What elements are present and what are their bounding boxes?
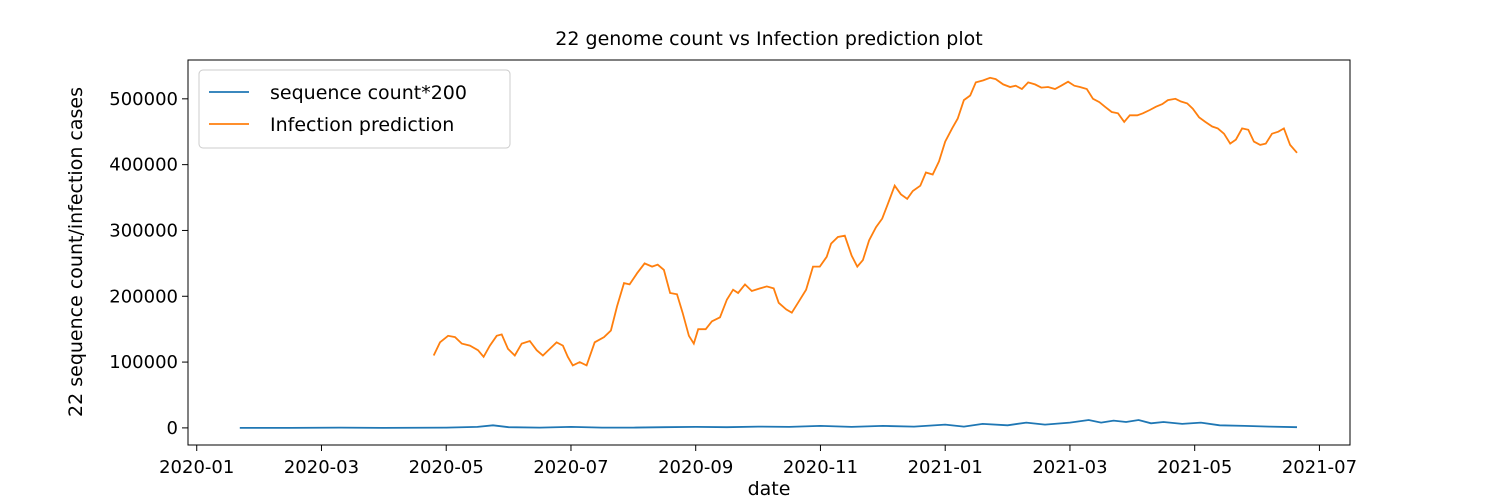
x-tick-label: 2020-07 [533, 457, 608, 478]
y-tick-label: 0 [167, 418, 178, 439]
x-axis-label: date [748, 478, 791, 500]
x-tick-label: 2020-09 [658, 457, 733, 478]
plot-frame [187, 59, 1351, 446]
legend-label: sequence count*200 [270, 82, 467, 104]
x-tick-label: 2020-01 [159, 457, 234, 478]
series-line [239, 419, 1298, 429]
x-tick-label: 2020-11 [783, 457, 858, 478]
x-tick-label: 2020-05 [409, 457, 484, 478]
series-line [432, 76, 1298, 367]
y-tick-label: 200000 [109, 286, 178, 307]
x-tick-label: 2020-03 [284, 457, 359, 478]
legend-box [198, 69, 511, 149]
x-tick-label: 2021-01 [908, 457, 983, 478]
legend-label: Infection prediction [270, 114, 454, 136]
y-tick-label: 100000 [109, 352, 178, 373]
x-tick-label: 2021-05 [1157, 457, 1232, 478]
y-tick-label: 400000 [109, 155, 178, 176]
y-tick-label: 500000 [109, 89, 178, 110]
chart-title: 22 genome count vs Infection prediction … [555, 28, 982, 50]
x-tick-label: 2021-07 [1282, 457, 1357, 478]
y-axis-label: 22 sequence count/infection cases [65, 87, 87, 417]
x-tick-label: 2021-03 [1032, 457, 1107, 478]
y-tick-label: 300000 [109, 220, 178, 241]
